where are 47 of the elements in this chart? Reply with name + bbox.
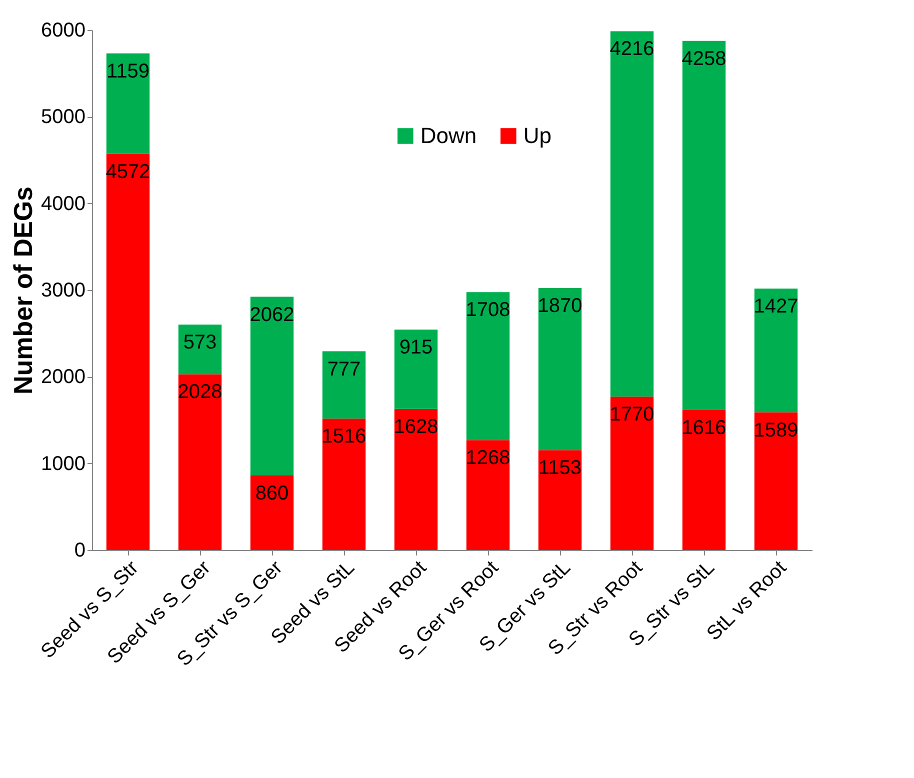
bar [466,292,510,440]
data-label: 860 [255,482,289,504]
bar [250,475,294,550]
bar [106,53,150,154]
bar [610,396,654,550]
data-label: 1616 [682,416,726,439]
data-label: 1516 [322,426,366,448]
bar [610,31,654,397]
bar [106,154,150,550]
y-tick-label: 2000 [41,366,86,388]
data-label: 1153 [538,457,582,480]
y-tick-label: 6000 [41,20,86,42]
bar [538,288,582,450]
data-label: 2062 [250,304,294,326]
bar [754,288,798,412]
data-label: 1770 [610,404,654,426]
data-label: 1589 [754,419,798,442]
data-label: 1159 [106,60,150,82]
bar [250,296,294,476]
bar [394,408,438,550]
bar [682,40,726,410]
data-label: 1268 [466,447,510,470]
data-label: 573 [183,332,217,354]
bar [754,412,798,550]
bar [538,450,582,550]
bar [466,440,510,550]
data-label: 1427 [754,296,798,318]
bar [178,374,222,550]
y-tick-label: 3000 [41,280,86,302]
y-tick-label: 4000 [41,192,86,215]
data-label: 915 [399,336,433,359]
data-label: 777 [327,358,361,380]
bar [322,418,366,550]
legend-label: Up [523,123,552,148]
bar [322,351,366,419]
data-label: 2028 [178,381,222,404]
bar [178,324,222,374]
data-label: 1870 [538,295,582,318]
bar [394,330,438,409]
y-tick-label: 0 [74,540,86,562]
bar [682,410,726,550]
y-tick-label: 1000 [41,452,86,475]
y-axis-title: Number of DEGs [8,186,38,395]
data-label: 1628 [394,416,438,438]
legend-label: Down [420,123,477,148]
data-label: 1708 [466,299,510,322]
y-tick-label: 5000 [41,106,86,128]
